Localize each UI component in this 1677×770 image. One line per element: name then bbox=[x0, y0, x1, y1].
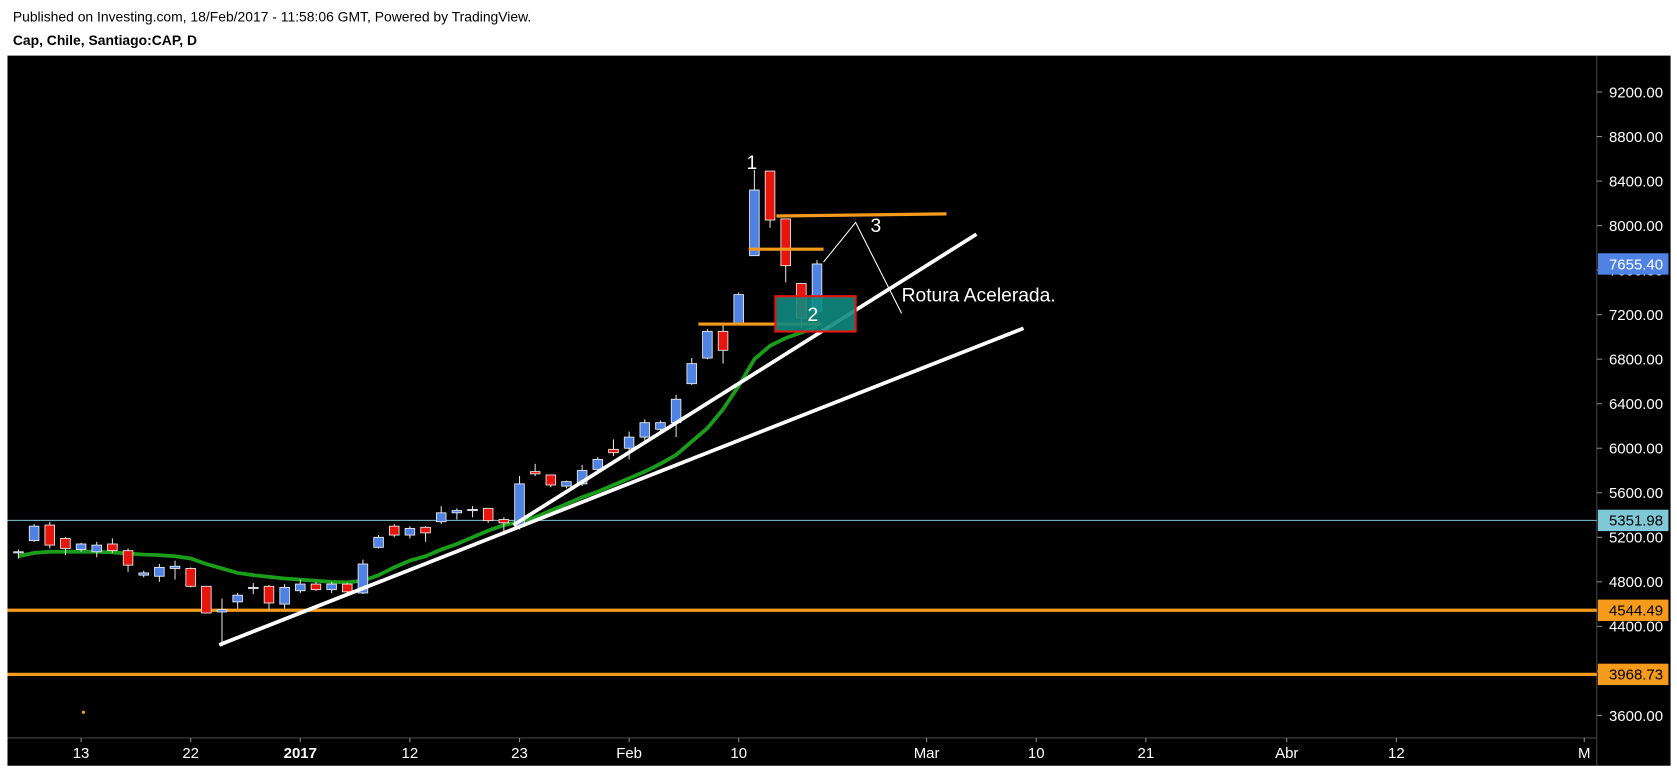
price-tag-label: 4544.49 bbox=[1609, 603, 1663, 620]
y-tick-label: 4400.00 bbox=[1609, 619, 1663, 636]
candle-body bbox=[717, 330, 729, 351]
candle-body bbox=[201, 585, 212, 614]
price-tag bbox=[1597, 509, 1669, 532]
price-tag bbox=[1597, 599, 1669, 621]
plot-background bbox=[7, 55, 1671, 766]
y-tick-label: 8000.00 bbox=[1609, 218, 1663, 235]
x-tick-label: 12 bbox=[1388, 745, 1405, 762]
level-line bbox=[776, 212, 947, 218]
candle-body bbox=[169, 565, 181, 569]
y-tick-label: 4800.00 bbox=[1609, 574, 1663, 591]
candle-body bbox=[686, 363, 697, 385]
x-tick-label: Feb bbox=[616, 745, 642, 762]
candle-body bbox=[623, 436, 635, 449]
candle-body bbox=[91, 544, 102, 553]
candle-body bbox=[216, 609, 228, 613]
price-tag-label: 7655.40 bbox=[1609, 256, 1663, 273]
candle-body bbox=[435, 512, 447, 523]
candle-body bbox=[561, 481, 572, 487]
candle-body bbox=[342, 583, 353, 593]
candle-body bbox=[357, 563, 369, 594]
candle-body bbox=[764, 170, 776, 221]
x-tick-label: Mar bbox=[914, 745, 940, 762]
candle-body bbox=[138, 572, 149, 576]
candle-body bbox=[420, 526, 431, 534]
candle-body bbox=[232, 594, 243, 603]
candle-body bbox=[295, 583, 306, 592]
x-tick-label: M bbox=[1578, 745, 1590, 762]
candle-body bbox=[545, 474, 557, 486]
y-tick-label: 6400.00 bbox=[1609, 396, 1663, 413]
y-tick-label: 3600.00 bbox=[1609, 708, 1663, 725]
y-tick-label: 7200.00 bbox=[1609, 307, 1663, 324]
annotation: 1 bbox=[747, 153, 758, 174]
candle-body bbox=[592, 458, 604, 470]
y-tick-label: 8800.00 bbox=[1609, 129, 1663, 146]
candle-body bbox=[780, 218, 791, 267]
x-tick-label: 12 bbox=[402, 745, 419, 762]
x-tick-label: 21 bbox=[1138, 745, 1155, 762]
price-tag-label: 3968.73 bbox=[1609, 667, 1663, 684]
y-tick-label: 5200.00 bbox=[1609, 530, 1663, 547]
candle-body bbox=[75, 543, 87, 550]
x-tick-label: Abr bbox=[1275, 745, 1298, 762]
candle-body bbox=[749, 189, 760, 257]
x-tick-label: 13 bbox=[73, 745, 90, 762]
candle-body bbox=[263, 585, 275, 604]
y-tick-label: 5600.00 bbox=[1609, 485, 1663, 502]
price-tag-label: 5351.98 bbox=[1609, 513, 1663, 530]
candle-body bbox=[107, 543, 118, 552]
candle-body bbox=[248, 586, 259, 589]
candle-body bbox=[498, 519, 510, 524]
candle-body bbox=[482, 507, 494, 522]
x-tick-label: 10 bbox=[1028, 745, 1045, 762]
candle-body bbox=[733, 294, 744, 324]
x-tick-label: 2017 bbox=[284, 745, 317, 762]
candle-body bbox=[467, 509, 478, 512]
candle-body bbox=[310, 583, 322, 591]
chart-title: Cap, Chile, Santiago:CAP, D bbox=[13, 32, 197, 48]
candle-body bbox=[44, 524, 56, 546]
trend-line bbox=[218, 326, 1025, 647]
candle-body bbox=[326, 583, 337, 591]
y-tick-label: 6800.00 bbox=[1609, 352, 1663, 369]
x-tick-label: 22 bbox=[182, 745, 199, 762]
x-tick-label: 10 bbox=[730, 745, 747, 762]
candle-body bbox=[389, 525, 400, 536]
zone-box bbox=[774, 295, 857, 333]
candle-body bbox=[451, 510, 463, 514]
candle-body bbox=[529, 471, 541, 475]
y-tick-label: 9200.00 bbox=[1609, 84, 1663, 101]
price-tag bbox=[1597, 663, 1669, 686]
dot bbox=[81, 710, 86, 714]
candle-body bbox=[122, 550, 134, 566]
candle-body bbox=[608, 448, 619, 454]
candle-body bbox=[279, 586, 290, 605]
plot-layer: 3600.004000.004400.004800.005200.005600.… bbox=[7, 84, 1669, 762]
candle-body bbox=[28, 525, 40, 542]
trend-line bbox=[512, 232, 978, 527]
drawings: 1 2 3 Rotura Acelerada. bbox=[81, 153, 1056, 714]
candle-body bbox=[13, 551, 24, 554]
candle-body bbox=[702, 330, 713, 359]
arrow-path bbox=[823, 221, 903, 314]
candle-body bbox=[60, 537, 71, 549]
candle-body bbox=[404, 527, 416, 536]
candle-body bbox=[373, 536, 384, 548]
annotation: Rotura Acelerada. bbox=[902, 286, 1056, 307]
source: Published on Investing.com, 18/Feb/2017 … bbox=[13, 8, 531, 24]
ema-line bbox=[18, 325, 818, 585]
price-tag bbox=[1597, 253, 1669, 275]
x-tick-label: 23 bbox=[511, 745, 528, 762]
candle-body bbox=[154, 566, 165, 577]
candle-body bbox=[655, 422, 666, 430]
candle-body bbox=[185, 568, 196, 587]
annotation: 2 bbox=[807, 305, 818, 326]
candle-body bbox=[639, 422, 651, 438]
y-tick-label: 8400.00 bbox=[1609, 173, 1663, 190]
y-tick-label: 6000.00 bbox=[1609, 441, 1663, 458]
annotation: 3 bbox=[871, 216, 882, 237]
